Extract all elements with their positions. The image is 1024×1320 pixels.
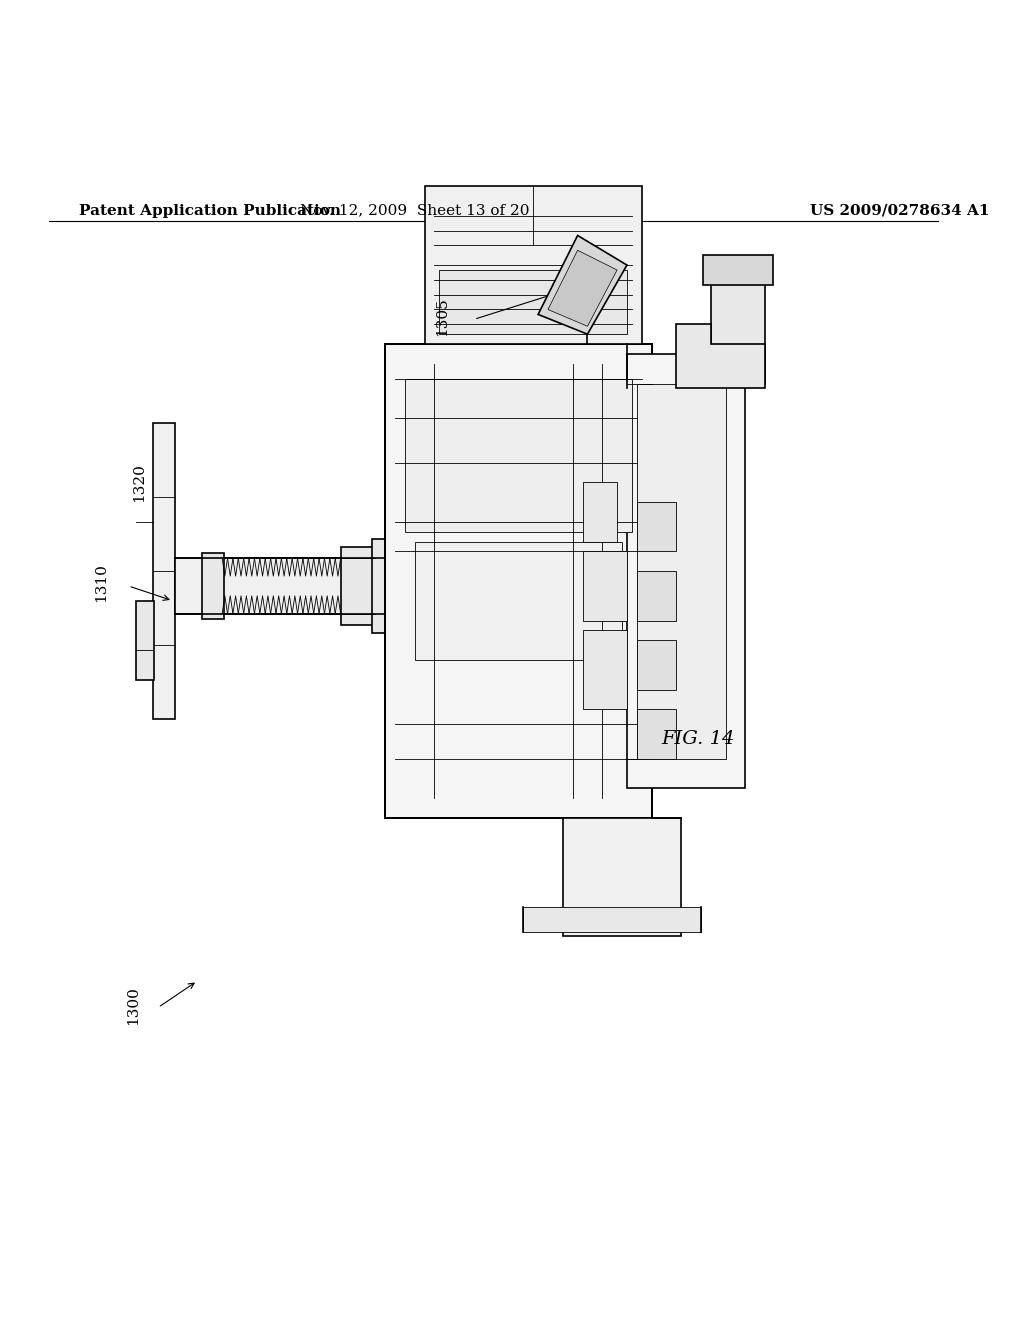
- FancyBboxPatch shape: [175, 558, 375, 614]
- FancyBboxPatch shape: [583, 482, 617, 541]
- FancyBboxPatch shape: [404, 379, 632, 532]
- FancyBboxPatch shape: [203, 553, 224, 619]
- FancyBboxPatch shape: [637, 384, 726, 759]
- Polygon shape: [538, 235, 627, 334]
- Text: Patent Application Publication: Patent Application Publication: [79, 203, 341, 218]
- FancyBboxPatch shape: [583, 631, 627, 709]
- FancyBboxPatch shape: [373, 539, 390, 634]
- Text: FIG. 14: FIG. 14: [662, 730, 735, 748]
- FancyBboxPatch shape: [523, 907, 701, 932]
- FancyBboxPatch shape: [711, 265, 765, 384]
- Polygon shape: [676, 325, 765, 388]
- FancyBboxPatch shape: [583, 552, 627, 620]
- FancyBboxPatch shape: [637, 502, 676, 552]
- Text: 1305: 1305: [435, 297, 450, 335]
- FancyBboxPatch shape: [439, 271, 627, 334]
- FancyBboxPatch shape: [136, 601, 154, 680]
- FancyBboxPatch shape: [627, 354, 745, 788]
- FancyBboxPatch shape: [637, 709, 676, 759]
- FancyBboxPatch shape: [637, 572, 676, 620]
- Text: 1300: 1300: [126, 986, 140, 1026]
- Text: Nov. 12, 2009  Sheet 13 of 20: Nov. 12, 2009 Sheet 13 of 20: [300, 203, 529, 218]
- FancyBboxPatch shape: [425, 186, 642, 345]
- Text: 1320: 1320: [132, 463, 146, 502]
- FancyBboxPatch shape: [703, 255, 773, 285]
- FancyBboxPatch shape: [385, 345, 651, 818]
- Text: 1310: 1310: [94, 564, 109, 602]
- FancyBboxPatch shape: [341, 548, 375, 624]
- Polygon shape: [548, 251, 617, 326]
- FancyBboxPatch shape: [415, 541, 622, 660]
- FancyBboxPatch shape: [153, 422, 175, 719]
- Text: US 2009/0278634 A1: US 2009/0278634 A1: [810, 203, 989, 218]
- FancyBboxPatch shape: [637, 640, 676, 689]
- FancyBboxPatch shape: [563, 818, 681, 936]
